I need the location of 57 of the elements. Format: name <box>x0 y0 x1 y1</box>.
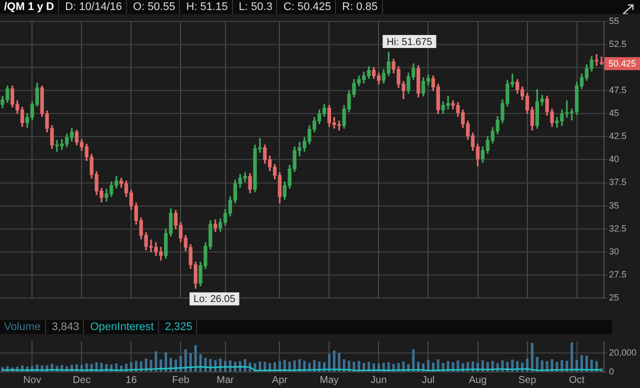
chart-title: /QM 1 y D <box>0 0 60 14</box>
x-tick-label: Oct <box>568 374 585 386</box>
bar <box>179 356 182 372</box>
text: O: 50.55 <box>129 0 180 14</box>
bar <box>530 342 534 372</box>
y-tick-label: 27.5 <box>609 269 627 280</box>
candlestick <box>600 56 604 66</box>
y-tick-label: 20,000 <box>609 348 637 358</box>
x-tick-label: May <box>320 374 339 386</box>
x-tick-label: Mar <box>216 374 235 386</box>
y-tick-label: 25 <box>609 292 620 302</box>
bar <box>412 349 415 372</box>
y-tick-label: 55 <box>609 16 620 26</box>
bar <box>570 342 574 372</box>
bar <box>164 352 168 372</box>
text: 2,325 <box>160 320 198 334</box>
x-tick-label: Feb <box>172 374 190 386</box>
bar <box>585 356 588 372</box>
text: R: 0.85 <box>338 0 383 14</box>
candlestick <box>594 54 598 66</box>
y-tick-label: 42.5 <box>609 131 627 142</box>
bar <box>184 349 187 372</box>
x-tick-label: Sep <box>518 374 537 386</box>
bar <box>189 353 192 372</box>
bar <box>580 355 583 372</box>
bar <box>328 354 330 372</box>
y-tick-label: 47.5 <box>609 85 627 96</box>
annotation: Hi: 51.675 <box>386 36 433 48</box>
y-tick-label: 45 <box>609 108 620 118</box>
y-tick-label: 40 <box>609 154 620 164</box>
bar <box>338 352 340 372</box>
x-tick-label: Jun <box>370 374 387 386</box>
x-tick-label: 16 <box>126 374 138 386</box>
bar <box>154 351 158 372</box>
text: OpenInterest <box>86 320 159 334</box>
annotation: 50.425 <box>608 58 636 69</box>
y-tick-label: 32.5 <box>609 223 627 234</box>
y-tick-label: 30 <box>609 246 620 256</box>
text: C: 50.425 <box>279 0 336 14</box>
x-tick-label: Dec <box>72 374 91 386</box>
y-tick-label: 0 <box>609 366 614 376</box>
text: H: 51.15 <box>182 0 233 14</box>
text: 3,843 <box>48 320 84 334</box>
text: L: 50.3 <box>234 0 278 14</box>
text: Volume <box>0 320 46 334</box>
x-tick-label: Aug <box>468 374 487 386</box>
annotation: Lo: 26.05 <box>194 294 236 306</box>
y-tick-label: 52.5 <box>609 38 627 49</box>
bar <box>536 356 538 372</box>
y-tick-label: 35 <box>609 200 620 210</box>
x-tick-label: Nov <box>23 374 42 386</box>
x-tick-label: Jul <box>422 374 435 386</box>
bar <box>194 345 197 372</box>
bar <box>332 350 336 372</box>
y-tick-label: 37.5 <box>609 177 627 188</box>
text: D: 10/14/16 <box>61 0 127 14</box>
x-tick-label: Apr <box>272 374 288 386</box>
